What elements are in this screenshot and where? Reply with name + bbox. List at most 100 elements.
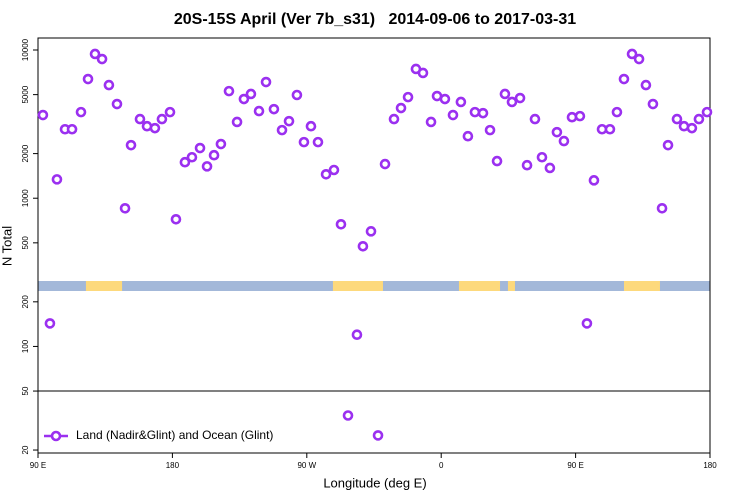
data-point <box>499 88 511 100</box>
data-point <box>223 85 235 97</box>
x-tick-label: 90 W <box>297 461 316 470</box>
data-point <box>149 122 161 134</box>
data-point <box>626 48 638 60</box>
data-point <box>604 123 616 135</box>
data-point <box>44 318 56 329</box>
data-point <box>536 151 548 163</box>
x-axis-label: Longitude (deg E) <box>323 475 426 490</box>
data-point <box>618 73 630 85</box>
land-band <box>332 281 383 291</box>
x-tick-label: 90 E <box>567 461 583 470</box>
data-point <box>425 116 437 128</box>
data-point <box>103 79 115 91</box>
data-point <box>402 91 414 103</box>
data-point <box>484 124 496 136</box>
data-point <box>686 122 698 134</box>
data-point <box>305 120 317 132</box>
data-point <box>208 149 220 161</box>
data-point <box>529 113 541 125</box>
data-point <box>89 48 101 60</box>
data-point <box>111 98 123 110</box>
data-point <box>37 109 49 121</box>
data-point <box>328 164 340 176</box>
data-point <box>647 98 659 110</box>
data-point <box>351 329 363 341</box>
data-point <box>75 106 87 118</box>
data-point <box>388 113 400 125</box>
data-point <box>439 93 451 105</box>
data-point <box>379 158 391 170</box>
data-point <box>201 161 213 172</box>
data-point <box>365 226 377 237</box>
data-point <box>298 136 310 148</box>
data-point <box>320 169 332 180</box>
data-point <box>66 123 78 135</box>
data-point <box>656 203 668 214</box>
y-axis-label: N Total <box>0 226 14 266</box>
data-point <box>447 109 459 121</box>
data-point <box>245 88 257 100</box>
land-band <box>623 281 660 291</box>
data-point <box>506 96 518 108</box>
data-point <box>156 113 168 125</box>
data-point <box>514 92 526 104</box>
data-point <box>96 53 108 65</box>
data-point <box>462 130 474 142</box>
data-point <box>372 430 384 441</box>
data-point <box>469 106 481 118</box>
data-point <box>186 151 198 163</box>
data-point <box>253 105 265 117</box>
data-point <box>238 93 250 105</box>
data-point <box>662 139 674 151</box>
data-point <box>574 110 586 122</box>
data-point <box>640 79 652 91</box>
data-point <box>701 106 713 118</box>
data-point <box>276 124 288 136</box>
x-tick-label: 180 <box>703 461 717 470</box>
data-point <box>544 162 556 174</box>
data-point <box>179 156 191 168</box>
land-band <box>85 281 123 291</box>
data-point <box>231 116 243 128</box>
land-band <box>458 281 501 291</box>
chart-title: 20S-15S April (Ver 7b_s31) 2014-09-06 to… <box>174 11 576 28</box>
data-point <box>125 139 137 151</box>
data-point <box>312 136 324 148</box>
data-point <box>581 318 593 329</box>
data-point <box>291 89 303 101</box>
series <box>37 48 713 441</box>
data-point <box>455 96 467 108</box>
data-point <box>268 103 280 115</box>
land-band <box>507 281 515 291</box>
data-point <box>170 213 182 225</box>
data-point <box>611 106 623 118</box>
data-point <box>693 113 705 125</box>
data-point <box>194 142 206 154</box>
y-tick-label: 1000 <box>21 189 30 207</box>
data-point <box>633 53 645 65</box>
data-point <box>521 159 533 171</box>
legend-marker <box>50 430 62 442</box>
data-point <box>134 113 146 125</box>
y-tick-label: 2000 <box>21 144 30 162</box>
y-tick-label: 10000 <box>21 38 30 61</box>
data-point <box>119 203 131 214</box>
y-tick-label: 5000 <box>21 85 30 103</box>
x-tick-label: 0 <box>439 461 444 470</box>
data-point <box>395 102 407 114</box>
data-point <box>335 218 347 230</box>
data-point <box>82 73 94 85</box>
data-point <box>215 138 227 150</box>
data-point <box>491 155 503 167</box>
x-tick-label: 90 E <box>30 461 46 470</box>
data-point <box>588 175 600 186</box>
data-point <box>342 410 354 421</box>
data-point <box>357 240 369 252</box>
x-tick-label: 180 <box>166 461 180 470</box>
data-point <box>558 135 570 147</box>
y-tick-label: 500 <box>21 236 30 250</box>
data-point <box>260 76 272 88</box>
data-point <box>283 115 295 127</box>
data-point <box>671 113 683 125</box>
